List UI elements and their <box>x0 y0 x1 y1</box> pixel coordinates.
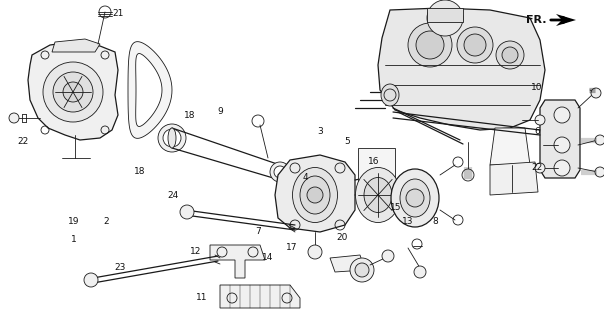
Circle shape <box>535 115 545 125</box>
Text: 14: 14 <box>262 253 274 262</box>
Polygon shape <box>427 8 463 22</box>
Text: 21: 21 <box>112 10 124 19</box>
Circle shape <box>595 167 604 177</box>
Circle shape <box>457 27 493 63</box>
Ellipse shape <box>168 128 176 148</box>
Polygon shape <box>275 155 355 232</box>
Circle shape <box>414 266 426 278</box>
Text: 15: 15 <box>390 204 402 212</box>
Text: 17: 17 <box>286 244 298 252</box>
Circle shape <box>406 189 424 207</box>
Circle shape <box>274 166 286 178</box>
Ellipse shape <box>356 167 400 222</box>
Text: 6: 6 <box>534 127 540 137</box>
Circle shape <box>53 72 93 112</box>
Ellipse shape <box>292 167 338 222</box>
Circle shape <box>427 0 463 36</box>
Text: 2: 2 <box>103 218 109 227</box>
Circle shape <box>382 250 394 262</box>
Text: 12: 12 <box>190 247 202 257</box>
Text: 24: 24 <box>167 190 179 199</box>
Circle shape <box>163 129 181 147</box>
Circle shape <box>496 41 524 69</box>
Text: 22: 22 <box>18 138 28 147</box>
Text: 22: 22 <box>532 164 542 172</box>
Circle shape <box>270 162 290 182</box>
Circle shape <box>63 82 83 102</box>
Polygon shape <box>28 42 118 140</box>
Circle shape <box>502 47 518 63</box>
Text: 20: 20 <box>336 234 348 243</box>
Polygon shape <box>128 42 172 138</box>
Circle shape <box>307 187 323 203</box>
Ellipse shape <box>364 178 392 212</box>
Polygon shape <box>136 53 162 126</box>
Circle shape <box>158 124 186 152</box>
Text: FR.: FR. <box>525 15 546 25</box>
Circle shape <box>554 160 570 176</box>
Text: 16: 16 <box>368 157 380 166</box>
Text: 18: 18 <box>134 167 146 177</box>
Polygon shape <box>220 285 300 308</box>
Circle shape <box>9 113 19 123</box>
Polygon shape <box>378 8 545 130</box>
Text: 1: 1 <box>71 236 77 244</box>
Text: 4: 4 <box>302 173 308 182</box>
Polygon shape <box>52 39 100 52</box>
Ellipse shape <box>300 176 330 214</box>
Circle shape <box>84 273 98 287</box>
Text: 9: 9 <box>217 108 223 116</box>
Polygon shape <box>210 245 265 278</box>
Circle shape <box>355 263 369 277</box>
Circle shape <box>462 169 474 181</box>
Circle shape <box>43 62 103 122</box>
Circle shape <box>408 23 452 67</box>
Text: 5: 5 <box>344 138 350 147</box>
Text: 18: 18 <box>184 110 196 119</box>
Text: 23: 23 <box>114 263 126 273</box>
Circle shape <box>554 137 570 153</box>
Circle shape <box>535 163 545 173</box>
Polygon shape <box>490 128 530 165</box>
Polygon shape <box>556 14 576 26</box>
Circle shape <box>504 169 516 181</box>
Text: 7: 7 <box>255 228 261 236</box>
Circle shape <box>595 135 604 145</box>
Circle shape <box>350 258 374 282</box>
Polygon shape <box>330 255 365 272</box>
Text: 19: 19 <box>68 218 80 227</box>
Polygon shape <box>540 100 580 178</box>
Circle shape <box>591 88 601 98</box>
Circle shape <box>554 107 570 123</box>
Text: 8: 8 <box>432 218 438 227</box>
Text: 13: 13 <box>402 218 414 227</box>
Circle shape <box>180 205 194 219</box>
Polygon shape <box>490 162 538 195</box>
Circle shape <box>416 31 444 59</box>
Ellipse shape <box>381 84 399 106</box>
Ellipse shape <box>391 169 439 227</box>
Text: 3: 3 <box>317 127 323 137</box>
Polygon shape <box>358 148 395 195</box>
Text: 10: 10 <box>532 84 543 92</box>
Text: 11: 11 <box>196 293 208 302</box>
Circle shape <box>464 34 486 56</box>
Ellipse shape <box>400 179 430 217</box>
Circle shape <box>308 245 322 259</box>
